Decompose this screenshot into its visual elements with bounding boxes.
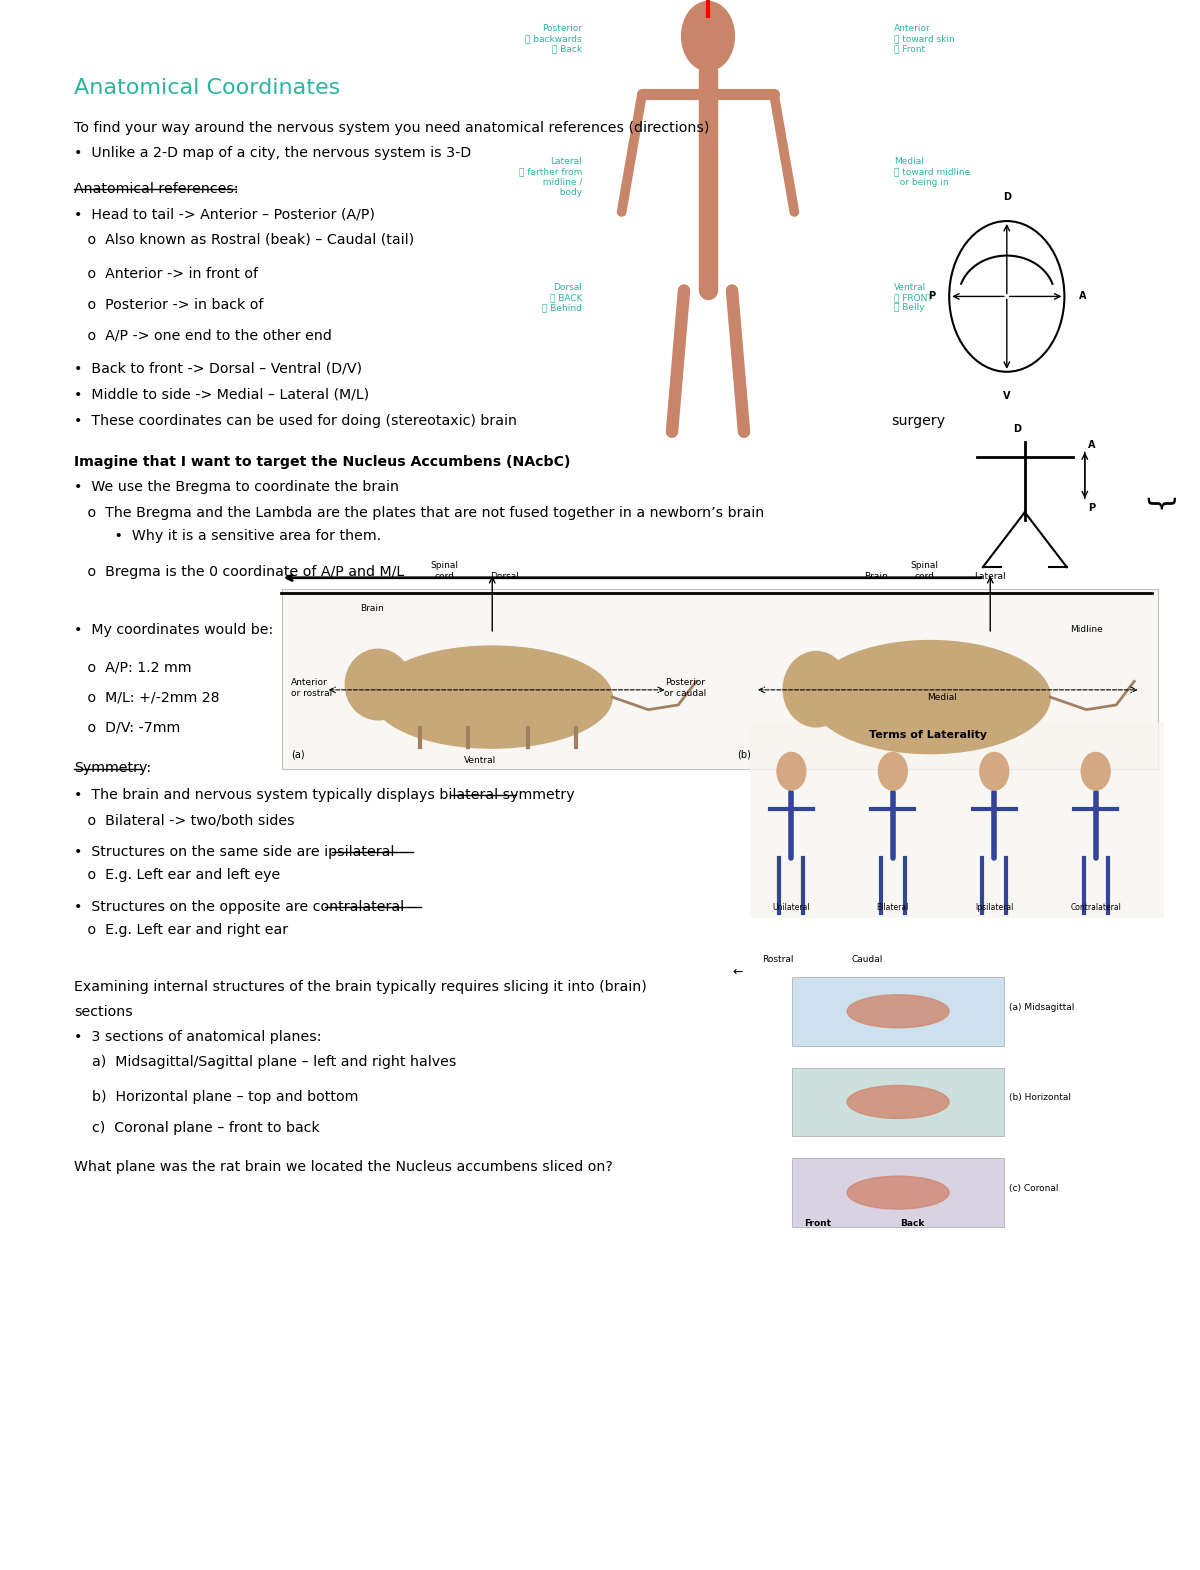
Text: Anatomical references:: Anatomical references: <box>74 182 239 196</box>
Text: Examining internal structures of the brain typically requires slicing it into (b: Examining internal structures of the bra… <box>74 980 647 994</box>
Text: Medial: Medial <box>928 692 958 702</box>
Text: o  Posterior -> in back of: o Posterior -> in back of <box>74 298 264 312</box>
Text: a)  Midsagittal/Sagittal plane – left and right halves: a) Midsagittal/Sagittal plane – left and… <box>74 1055 457 1069</box>
Text: Ipsilateral: Ipsilateral <box>976 903 1014 912</box>
Text: Spinal
cord: Spinal cord <box>431 562 458 581</box>
Ellipse shape <box>372 647 612 749</box>
Text: Dorsal
⯁ BACK
⯁ Behind: Dorsal ⯁ BACK ⯁ Behind <box>542 283 582 312</box>
Text: o  A/P -> one end to the other end: o A/P -> one end to the other end <box>74 328 332 342</box>
Text: Contralateral: Contralateral <box>1070 903 1121 912</box>
Ellipse shape <box>346 648 412 719</box>
Text: •  Middle to side -> Medial – Lateral (M/L): • Middle to side -> Medial – Lateral (M/… <box>74 388 370 402</box>
Text: To find your way around the nervous system you need anatomical references (direc: To find your way around the nervous syst… <box>74 121 709 135</box>
Text: o  E.g. Left ear and left eye: o E.g. Left ear and left eye <box>74 868 281 882</box>
Text: Back: Back <box>900 1218 924 1228</box>
Text: Medial
⯁ toward midline
  or being in: Medial ⯁ toward midline or being in <box>894 157 971 187</box>
Text: Posterior
or caudal: Posterior or caudal <box>664 678 706 697</box>
Text: Ventral
⯁ FRONT
⯁ Belly: Ventral ⯁ FRONT ⯁ Belly <box>894 283 932 312</box>
Text: D: D <box>1003 192 1010 203</box>
Text: o  Also known as Rostral (beak) – Caudal (tail): o Also known as Rostral (beak) – Caudal … <box>74 232 414 246</box>
Ellipse shape <box>847 995 949 1028</box>
Circle shape <box>878 752 907 790</box>
Ellipse shape <box>847 1085 949 1118</box>
Text: Imagine that I want to target the Nucleus Accumbens (NAcbC): Imagine that I want to target the Nucleu… <box>74 455 571 469</box>
Text: Anterior
⯁ toward skin
⯁ Front: Anterior ⯁ toward skin ⯁ Front <box>894 24 955 53</box>
Text: o  E.g. Left ear and right ear: o E.g. Left ear and right ear <box>74 923 288 937</box>
Text: c)  Coronal plane – front to back: c) Coronal plane – front to back <box>74 1121 320 1135</box>
Text: Ventral: Ventral <box>464 755 497 765</box>
Text: (b): (b) <box>738 750 751 760</box>
Text: •  Head to tail -> Anterior – Posterior (A/P): • Head to tail -> Anterior – Posterior (… <box>74 207 376 221</box>
Text: •  The brain and nervous system typically displays bilateral symmetry: • The brain and nervous system typically… <box>74 788 575 802</box>
Text: o  M/L: +/-2mm 28: o M/L: +/-2mm 28 <box>74 691 220 705</box>
Text: Brain: Brain <box>864 571 888 581</box>
Text: •  3 sections of anatomical planes:: • 3 sections of anatomical planes: <box>74 1030 322 1044</box>
Bar <box>792 1068 1004 1137</box>
Text: sections: sections <box>74 1005 133 1019</box>
Text: o  D/V: -7mm: o D/V: -7mm <box>74 721 181 735</box>
Text: Posterior
⯁ backwards
⯁ Back: Posterior ⯁ backwards ⯁ Back <box>526 24 582 53</box>
Text: Dorsal: Dorsal <box>490 571 518 581</box>
Text: •  Why it is a sensitive area for them.: • Why it is a sensitive area for them. <box>74 529 382 543</box>
Text: o  The Bregma and the Lambda are the plates that are not fused together in a new: o The Bregma and the Lambda are the plat… <box>74 506 764 520</box>
Text: Caudal: Caudal <box>852 955 883 964</box>
Circle shape <box>980 752 1009 790</box>
Bar <box>750 722 1164 918</box>
Text: o  Bilateral -> two/both sides: o Bilateral -> two/both sides <box>74 813 295 827</box>
Text: }: } <box>1142 496 1171 515</box>
Text: (c) Coronal: (c) Coronal <box>1009 1184 1058 1193</box>
Text: A: A <box>1088 440 1096 449</box>
Text: (a): (a) <box>290 750 305 760</box>
Text: A: A <box>1079 292 1086 301</box>
Text: o  Anterior -> in front of: o Anterior -> in front of <box>74 267 258 281</box>
Text: •  Back to front -> Dorsal – Ventral (D/V): • Back to front -> Dorsal – Ventral (D/V… <box>74 361 362 375</box>
Text: b)  Horizontal plane – top and bottom: b) Horizontal plane – top and bottom <box>74 1090 359 1104</box>
Text: Front: Front <box>804 1218 830 1228</box>
Text: What plane was the rat brain we located the Nucleus accumbens sliced on?: What plane was the rat brain we located … <box>74 1160 613 1174</box>
Text: Anterior
or rostral: Anterior or rostral <box>290 678 332 697</box>
Text: surgery: surgery <box>892 414 946 429</box>
Ellipse shape <box>847 1176 949 1209</box>
Text: •  Structures on the opposite are contralateral: • Structures on the opposite are contral… <box>74 900 404 914</box>
Text: Rostral: Rostral <box>762 955 793 964</box>
Text: Terms of Laterality: Terms of Laterality <box>869 730 988 739</box>
Text: Brain: Brain <box>360 604 384 614</box>
Text: Unilateral: Unilateral <box>773 903 810 912</box>
Text: (b) Horizontal: (b) Horizontal <box>1009 1093 1070 1102</box>
Text: •  These coordinates can be used for doing (stereotaxic) brain: • These coordinates can be used for doin… <box>74 414 517 429</box>
Ellipse shape <box>784 652 850 727</box>
Text: o  A/P: 1.2 mm: o A/P: 1.2 mm <box>74 661 192 675</box>
Text: (a) Midsagittal: (a) Midsagittal <box>1009 1003 1074 1011</box>
Circle shape <box>778 752 806 790</box>
Text: Bilateral: Bilateral <box>877 903 910 912</box>
Text: P: P <box>1088 502 1096 512</box>
Text: Spinal
cord: Spinal cord <box>911 562 938 581</box>
Text: P: P <box>928 292 935 301</box>
Text: Midline: Midline <box>1070 625 1103 634</box>
Text: o  Bregma is the 0 coordinate of A/P and M/L: o Bregma is the 0 coordinate of A/P and … <box>74 565 404 579</box>
Bar <box>282 589 1158 769</box>
Text: •  We use the Bregma to coordinate the brain: • We use the Bregma to coordinate the br… <box>74 480 400 495</box>
Text: ←: ← <box>732 966 743 978</box>
Circle shape <box>682 2 734 71</box>
Text: •  My coordinates would be:: • My coordinates would be: <box>74 623 274 637</box>
Bar <box>792 977 1004 1046</box>
Circle shape <box>1081 752 1110 790</box>
Ellipse shape <box>810 641 1050 754</box>
Text: •  Structures on the same side are ipsilateral: • Structures on the same side are ipsila… <box>74 845 395 859</box>
Text: •  Unlike a 2-D map of a city, the nervous system is 3-D: • Unlike a 2-D map of a city, the nervou… <box>74 146 472 160</box>
Text: V: V <box>1003 391 1010 400</box>
Text: Anatomical Coordinates: Anatomical Coordinates <box>74 78 341 99</box>
Text: Lateral
⯁ farther from
  midline /
  body: Lateral ⯁ farther from midline / body <box>518 157 582 198</box>
Text: Lateral: Lateral <box>974 571 1006 581</box>
Bar <box>792 1159 1004 1228</box>
Text: Symmetry:: Symmetry: <box>74 761 151 776</box>
Text: D: D <box>1013 424 1021 433</box>
